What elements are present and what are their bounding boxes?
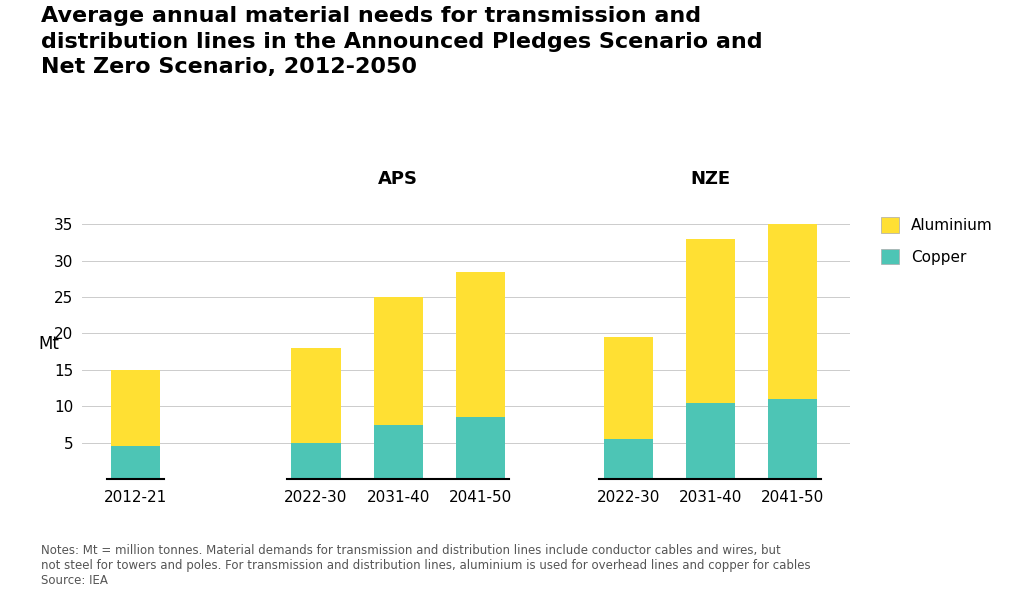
Bar	[686, 403, 735, 479]
Bar	[374, 297, 423, 425]
Bar	[603, 337, 652, 439]
Text: NZE: NZE	[690, 170, 730, 188]
Text: Average annual material needs for transmission and
distribution lines in the Ann: Average annual material needs for transm…	[41, 6, 763, 77]
Legend: Aluminium, Copper: Aluminium, Copper	[881, 217, 993, 265]
Y-axis label: Mt: Mt	[38, 335, 59, 353]
Bar	[768, 224, 817, 399]
Bar	[111, 370, 160, 446]
Bar	[456, 418, 505, 479]
Text: APS: APS	[378, 170, 418, 188]
Bar	[603, 439, 652, 479]
Bar	[292, 348, 341, 443]
Bar	[374, 425, 423, 479]
Bar	[456, 271, 505, 418]
Bar	[111, 446, 160, 479]
Bar	[292, 443, 341, 479]
Bar	[686, 239, 735, 403]
Bar	[768, 399, 817, 479]
Text: Notes: Mt = million tonnes. Material demands for transmission and distribution l: Notes: Mt = million tonnes. Material dem…	[41, 544, 811, 587]
